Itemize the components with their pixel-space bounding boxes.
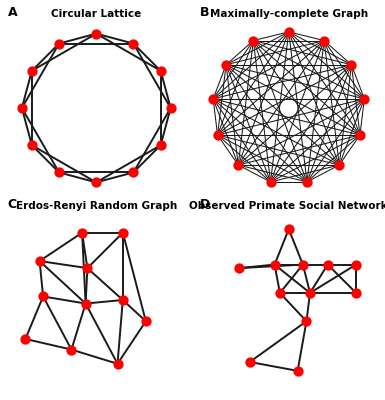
Text: Observed Primate Social Network: Observed Primate Social Network [189,202,385,212]
Point [286,226,292,232]
Point [157,68,164,74]
Point [321,37,327,44]
Point [223,62,229,68]
Point [304,179,310,185]
Point [93,179,99,186]
Text: B: B [200,6,210,20]
Point [37,258,43,264]
Point [82,300,89,307]
Point [40,293,46,300]
Text: Maximally-complete Graph: Maximally-complete Graph [210,10,368,20]
Point [22,336,28,342]
Point [295,368,301,374]
Point [325,261,331,268]
Text: A: A [8,6,17,20]
Point [167,105,174,111]
Point [131,169,137,176]
Point [79,230,85,236]
Point [250,37,256,44]
Point [19,105,25,111]
Text: Circular Lattice: Circular Lattice [51,10,141,20]
Point [214,132,221,138]
Point [300,261,306,268]
Point [120,230,126,236]
Point [247,359,253,365]
Point [361,96,367,102]
Point [210,96,216,102]
Point [353,261,359,268]
Point [29,68,35,74]
Point [56,40,62,47]
Point [271,261,278,268]
Point [353,290,359,296]
Text: Erdos-Renyi Random Graph: Erdos-Renyi Random Graph [16,202,177,212]
Point [303,318,310,324]
Text: C: C [8,198,17,212]
Point [131,40,137,47]
Point [69,346,75,353]
Point [236,265,242,271]
Point [114,360,121,367]
Point [84,265,90,271]
Point [56,169,62,176]
Point [29,142,35,148]
Point [268,179,274,185]
Point [348,62,355,68]
Point [357,132,363,138]
Point [93,30,99,37]
Text: D: D [200,198,211,212]
Point [286,29,292,35]
Point [307,290,313,296]
Point [235,162,241,168]
Point [336,162,342,168]
Point [277,290,283,296]
Point [120,297,126,303]
Point [143,318,149,324]
Point [157,142,164,148]
